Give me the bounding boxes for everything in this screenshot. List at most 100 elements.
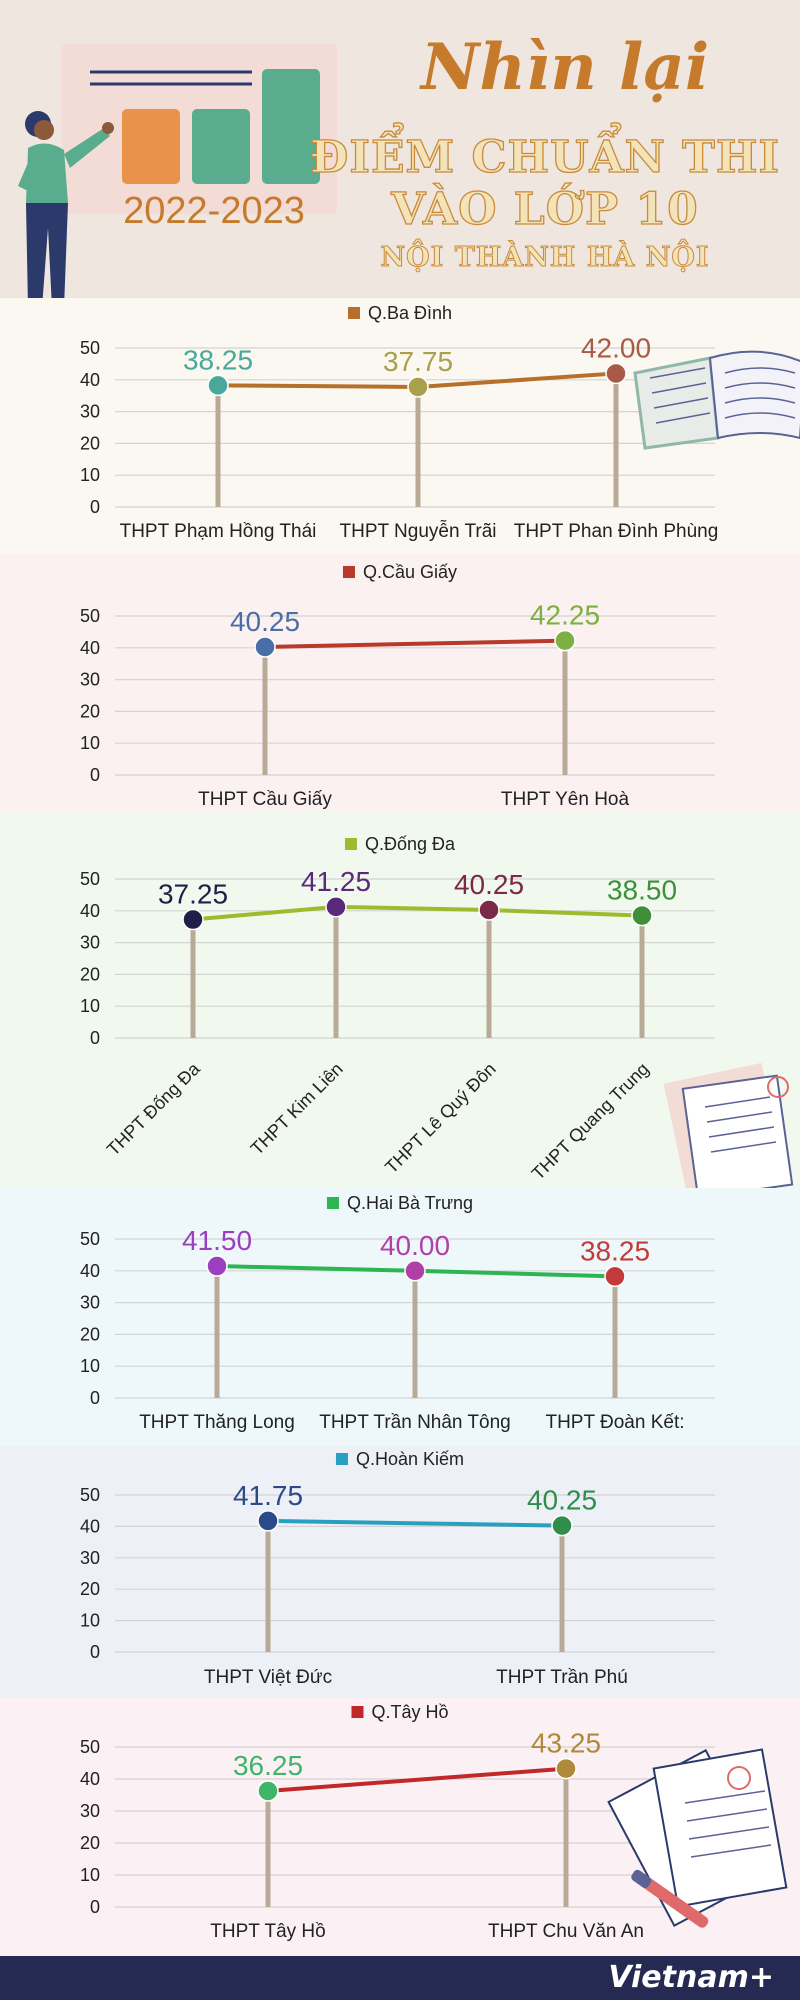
y-tick-label: 0 <box>90 1642 100 1662</box>
chart-svg: Q.Cầu Giấy 0 10 20 30 40 50 40.25 42.25 THPT Cầu … <box>80 562 715 810</box>
chart-svg: Q.Tây Hồ 0 10 20 30 40 50 36.25 43.25 THPT Tây Hồ… <box>80 1702 715 1942</box>
legend-label: Q.Hoàn Kiếm <box>356 1449 464 1469</box>
value-label: 41.50 <box>182 1225 252 1256</box>
series-line <box>264 638 566 650</box>
chart-svg: Q.Đống Đa 0 10 20 30 40 50 37.25 41.25 40.25 38.50… <box>80 834 715 1184</box>
category-label: THPT Lê Quý Đôn <box>381 1059 500 1178</box>
chart-cau-giay: Q.Cầu Giấy 0 10 20 30 40 50 40.25 42.25 THPT Cầu … <box>0 554 800 812</box>
y-tick-label: 30 <box>80 402 100 422</box>
title-line-2: VÀO LỚP 10 <box>391 183 699 235</box>
chart-svg: Q.Ba Đình 0 10 20 30 40 50 38.25 37.75 42.00 THPT … <box>80 303 719 542</box>
y-tick-label: 0 <box>90 1388 100 1408</box>
y-tick-label: 20 <box>80 1324 100 1344</box>
chart-tay-ho: Q.Tây Hồ 0 10 20 30 40 50 36.25 43.25 THPT Tây Hồ… <box>0 1698 800 1956</box>
y-tick-label: 10 <box>80 1865 100 1885</box>
value-label: 38.50 <box>607 875 677 906</box>
category-label: THPT Việt Đức <box>204 1667 332 1688</box>
y-tick-label: 30 <box>80 670 100 690</box>
legend-label: Q.Tây Hồ <box>371 1702 448 1722</box>
legend: Q.Cầu Giấy <box>342 562 457 582</box>
y-tick-label: 30 <box>80 1548 100 1568</box>
legend-swatch <box>347 307 360 319</box>
y-tick-label: 0 <box>90 1028 100 1048</box>
legend: Q.Tây Hồ <box>351 1702 449 1722</box>
category-label: THPT Tây Hồ <box>210 1921 325 1942</box>
category-label: THPT Nguyễn Trãi <box>340 520 497 542</box>
value-label: 41.25 <box>301 866 371 897</box>
value-label: 37.75 <box>383 346 453 377</box>
y-tick-label: 50 <box>80 869 100 889</box>
data-point <box>254 636 276 658</box>
legend: Q.Đống Đa <box>344 834 456 854</box>
data-point <box>257 1780 279 1802</box>
y-tick-label: 20 <box>80 964 100 984</box>
y-tick-label: 40 <box>80 638 100 658</box>
chart-dong-da: Q.Đống Đa 0 10 20 30 40 50 37.25 41.25 40.25 38.50… <box>0 812 800 1188</box>
exam-papers-pen-icon <box>607 1748 788 1928</box>
category-label: THPT Quang Trung <box>528 1059 653 1184</box>
value-label: 42.00 <box>581 332 651 363</box>
y-tick-label: 40 <box>80 1769 100 1789</box>
y-tick-label: 50 <box>80 1485 100 1505</box>
chart-hoan-kiem: Q.Hoàn Kiếm 0 10 20 30 40 50 41.75 40.25 THPT Việ… <box>0 1446 800 1698</box>
data-point <box>407 376 429 398</box>
series-line <box>267 1766 567 1793</box>
y-tick-label: 30 <box>80 1801 100 1821</box>
data-point <box>554 629 576 652</box>
y-tick-label: 40 <box>80 1261 100 1281</box>
title-line-3: NỘI THÀNH HÀ NỘI <box>380 242 710 274</box>
category-label: THPT Đoàn Kết: <box>545 1412 684 1433</box>
value-label: 37.25 <box>158 879 228 910</box>
bar-chart-illustration-icon <box>90 69 320 184</box>
value-label: 38.25 <box>580 1235 650 1266</box>
y-tick-label: 30 <box>80 933 100 953</box>
category-label: THPT Kim Liên <box>247 1059 347 1159</box>
data-point <box>604 1265 626 1288</box>
y-tick-label: 10 <box>80 1611 100 1631</box>
y-tick-label: 20 <box>80 433 100 453</box>
y-tick-label: 30 <box>80 1293 100 1313</box>
legend-label: Q.Hai Bà Trưng <box>347 1193 473 1213</box>
chart-svg: Q.Hai Bà Trưng 0 10 20 30 40 50 41.50 40.00 38.25… <box>80 1193 715 1433</box>
y-tick-label: 10 <box>80 1356 100 1376</box>
y-tick-label: 10 <box>80 465 100 485</box>
series-line <box>192 904 643 922</box>
footer-bar: Vietnam+ <box>0 1956 800 2000</box>
chart-svg: Q.Hoàn Kiếm 0 10 20 30 40 50 41.75 40.25 THPT Việ… <box>80 1449 715 1688</box>
y-tick-label: 50 <box>80 606 100 626</box>
value-label: 41.75 <box>233 1480 303 1511</box>
value-label: 40.25 <box>454 869 524 900</box>
chart-ba-dinh: Q.Ba Đình 0 10 20 30 40 50 38.25 37.75 42.00 THPT … <box>0 298 800 554</box>
data-point <box>605 362 627 385</box>
legend-swatch <box>344 838 357 850</box>
data-point <box>631 904 653 927</box>
category-label: THPT Trần Nhân Tông <box>319 1412 511 1433</box>
value-label: 38.25 <box>183 344 253 375</box>
value-label: 40.00 <box>380 1230 450 1261</box>
teacher-illustration-icon <box>18 111 114 298</box>
paper-sheets-icon <box>663 1062 794 1188</box>
legend-label: Q.Đống Đa <box>365 834 456 854</box>
y-tick-label: 20 <box>80 1833 100 1853</box>
y-tick-label: 20 <box>80 701 100 721</box>
y-tick-label: 0 <box>90 1897 100 1917</box>
legend-swatch <box>351 1706 364 1718</box>
title-line-1: ĐIỂM CHUẨN THI <box>309 131 781 183</box>
y-tick-label: 40 <box>80 1516 100 1536</box>
category-label: THPT Phan Đình Phùng <box>514 521 719 542</box>
data-point <box>404 1260 426 1282</box>
legend: Q.Hoàn Kiếm <box>335 1449 464 1469</box>
data-point <box>551 1514 573 1537</box>
data-point <box>257 1510 279 1532</box>
series-line <box>267 1518 563 1528</box>
data-point <box>207 374 229 397</box>
category-label: THPT Đống Đa <box>103 1058 205 1160</box>
category-label: THPT Chu Văn An <box>488 1921 644 1942</box>
header-banner: 2022-2023 Nhìn lại ĐIỂM CHUẨN THI VÀO LỚ… <box>0 0 800 298</box>
data-point <box>478 899 500 921</box>
y-tick-label: 50 <box>80 1737 100 1757</box>
value-label: 40.25 <box>230 606 300 637</box>
data-point <box>182 908 204 931</box>
legend: Q.Ba Đình <box>347 303 452 323</box>
legend-label: Q.Ba Đình <box>368 303 452 323</box>
